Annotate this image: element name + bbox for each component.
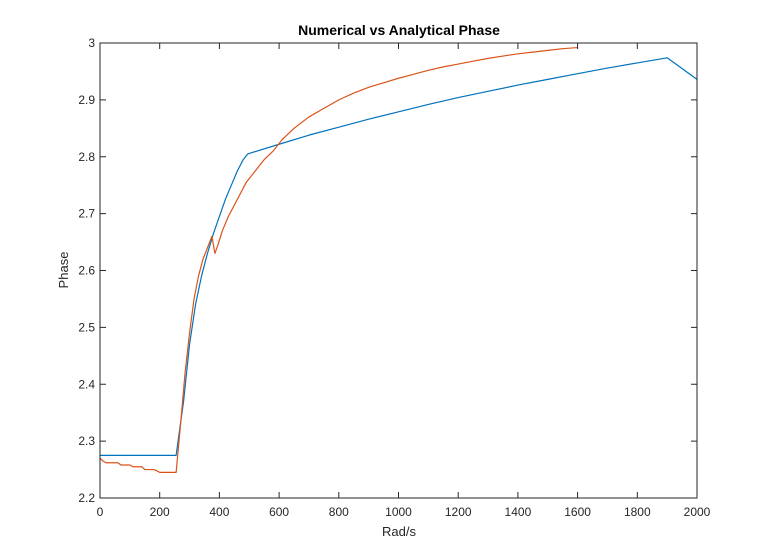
x-tick-label: 800 <box>329 505 349 519</box>
chart-title: Numerical vs Analytical Phase <box>298 22 500 38</box>
x-tick-label: 200 <box>150 505 170 519</box>
x-tick-label: 400 <box>209 505 229 519</box>
y-tick-label: 3 <box>88 36 95 50</box>
x-tick-label: 1400 <box>505 505 532 519</box>
x-tick-label: 0 <box>97 505 104 519</box>
x-tick-label: 1200 <box>445 505 472 519</box>
y-axis: 2.2 2.3 2.4 2.5 2.6 2.7 2.8 2.9 3 <box>78 36 697 505</box>
y-tick-label: 2.7 <box>78 207 95 221</box>
x-tick-label: 1000 <box>385 505 412 519</box>
y-tick-label: 2.4 <box>78 377 95 391</box>
x-axis-label: Rad/s <box>382 524 416 539</box>
series-line-2 <box>99 46 578 474</box>
y-tick-label: 2.2 <box>78 491 95 505</box>
x-tick-label: 600 <box>269 505 289 519</box>
y-tick-label: 2.9 <box>78 93 95 107</box>
x-tick-label: 2000 <box>684 505 711 519</box>
y-tick-label: 2.3 <box>78 434 95 448</box>
series-layer <box>99 46 698 474</box>
x-tick-label: 1800 <box>624 505 651 519</box>
y-tick-label: 2.6 <box>78 264 95 278</box>
x-axis: 0 200 400 600 800 1000 1200 1400 1600 1800 2000 <box>97 43 711 519</box>
y-axis-label: Phase <box>56 252 71 289</box>
y-tick-label: 2.8 <box>78 150 95 164</box>
y-tick-label: 2.5 <box>78 320 95 334</box>
x-tick-label: 1600 <box>564 505 591 519</box>
